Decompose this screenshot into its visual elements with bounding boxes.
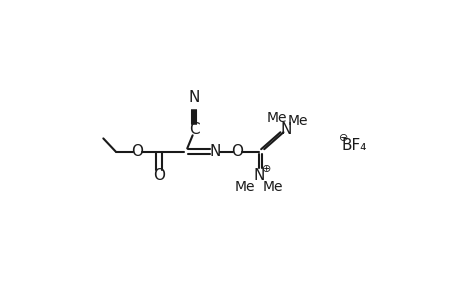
Text: O: O <box>231 144 243 159</box>
Text: BF₄: BF₄ <box>341 138 366 153</box>
Text: Me: Me <box>287 114 308 128</box>
Text: N: N <box>188 90 199 105</box>
Text: ⊖: ⊖ <box>338 134 347 143</box>
Text: N: N <box>209 144 220 159</box>
Text: O: O <box>131 144 143 159</box>
Text: N: N <box>252 168 264 183</box>
Text: Me: Me <box>266 111 286 124</box>
Text: N: N <box>280 122 291 137</box>
Text: Me: Me <box>234 180 255 194</box>
Text: C: C <box>189 122 199 137</box>
Text: ⊕: ⊕ <box>261 164 271 174</box>
Text: O: O <box>152 168 164 183</box>
Text: Me: Me <box>262 180 282 194</box>
